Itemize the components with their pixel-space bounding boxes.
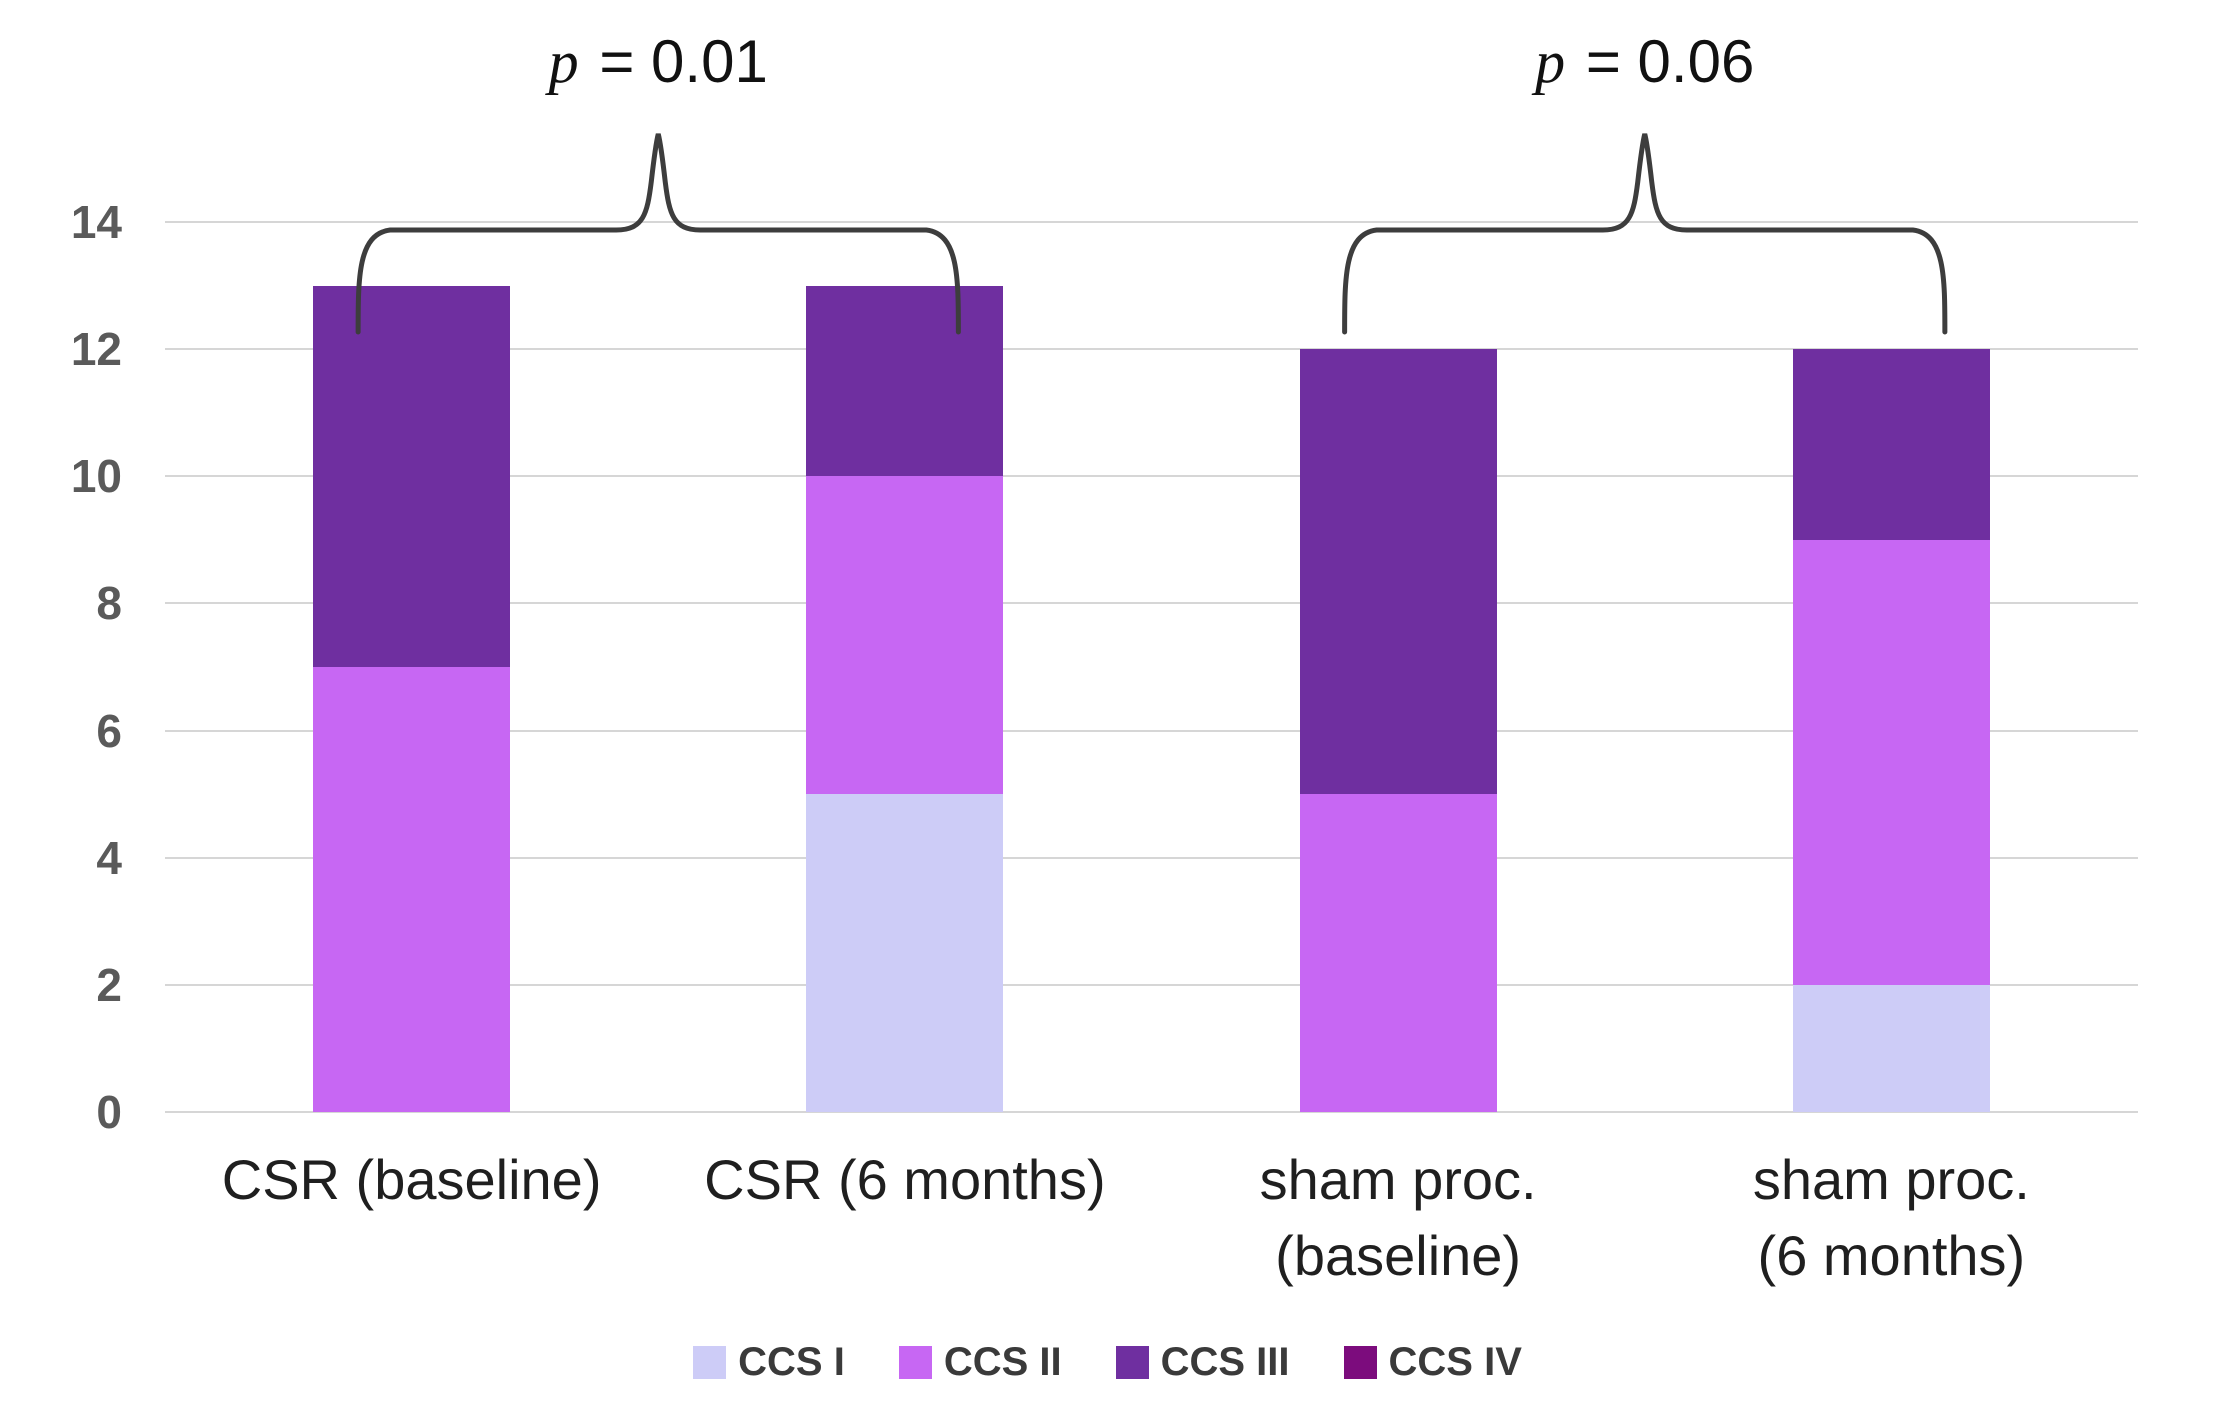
p-value-annotation: p = 0.06 [1535,28,1755,95]
gridline [165,475,2138,478]
y-axis-tick-label: 12 [70,323,122,376]
gridline [165,1111,2138,1113]
bar-segment-ccs-iii [806,285,1004,477]
x-axis-category-label: sham proc. (baseline) [1259,1148,1537,1287]
bar-segment-ccs-ii [806,476,1004,795]
bar-segment-ccs-ii [1299,794,1497,1112]
legend-item: CCS III [1115,1340,1290,1384]
gridline [165,983,2138,986]
y-axis-tick-label: 14 [70,196,122,248]
gridline [165,856,2138,859]
legend-item-label: CCS I [738,1340,845,1384]
legend: CCS I CCS II CCS III CCS IV [0,1342,2215,1382]
legend-item-label: CCS II [943,1340,1062,1384]
gridline [165,348,2138,351]
y-axis-tick-label: 4 [96,831,122,884]
legend-swatch-ccs-iii-icon [1115,1345,1149,1379]
significance-brace [1342,133,1948,335]
legend-item-label: CCS III [1160,1340,1290,1384]
legend-item-label: CCS IV [1388,1340,1522,1384]
legend-item: CCS IV [1343,1340,1522,1384]
gridline [165,729,2138,732]
gridline [165,602,2138,605]
bar-segment-ccs-i [806,794,1004,1112]
x-axis-category-label: CSR (6 months) [704,1148,1106,1211]
bar-segment-ccs-iii [313,285,511,667]
legend-item: CCS II [898,1340,1062,1384]
bar-segment-ccs-ii [313,667,511,1112]
gridline [165,221,2138,223]
bar-segment-ccs-i [1792,984,1990,1112]
y-axis-tick-label: 8 [96,577,122,630]
bar-segment-ccs-iii [1792,349,1990,540]
y-axis-tick-label: 2 [96,958,122,1011]
y-axis-tick-label: 10 [70,450,122,503]
x-axis-category-label: sham proc. (6 months) [1752,1148,2030,1287]
y-axis-tick-label: 6 [96,704,122,757]
bar-segment-ccs-ii [1792,539,1990,985]
y-axis-tick-label: 0 [96,1086,122,1138]
legend-swatch-ccs-ii-icon [898,1345,932,1379]
legend-swatch-ccs-iv-icon [1343,1345,1377,1379]
bar-segment-ccs-iii [1299,349,1497,795]
legend-item: CCS I [693,1342,845,1382]
x-axis-category-label: CSR (baseline) [221,1148,602,1211]
p-value-annotation: p = 0.01 [548,28,768,95]
legend-swatch-ccs-i-icon [693,1345,727,1379]
